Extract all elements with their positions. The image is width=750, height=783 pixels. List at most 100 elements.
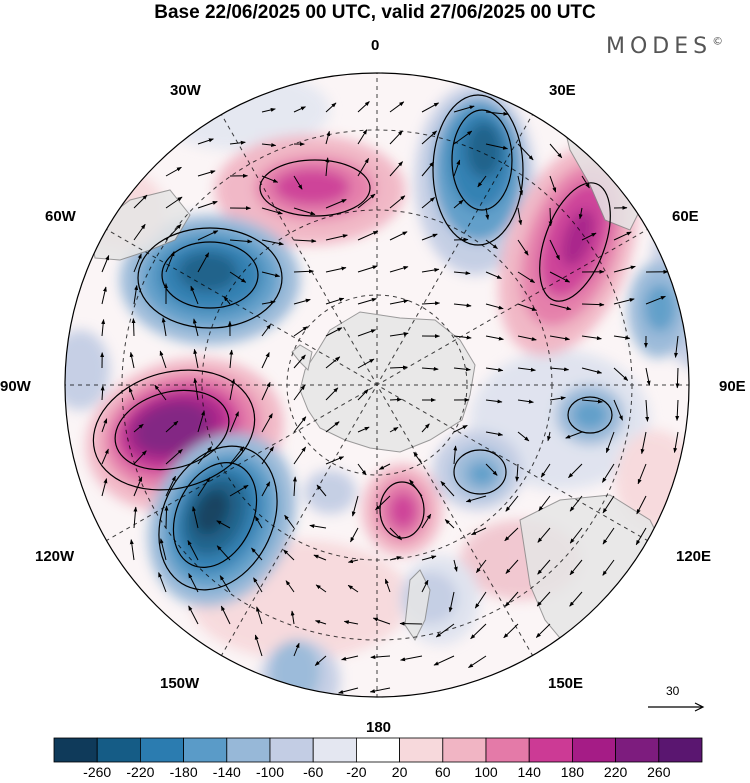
wind-vector <box>517 335 537 341</box>
wind-vector <box>293 106 306 113</box>
colorbar-tick-label: -20 <box>346 764 367 780</box>
colorbar-swatch <box>485 737 530 763</box>
wind-vector <box>453 271 471 276</box>
wind-vector <box>421 130 437 145</box>
wind-vector <box>637 463 647 485</box>
wind-vector <box>101 478 108 497</box>
wind-vector <box>505 559 519 574</box>
wind-vector <box>165 166 182 177</box>
wind-vector <box>129 351 135 369</box>
wind-vector <box>229 411 239 433</box>
wind-vector <box>453 559 458 572</box>
wind-vector <box>325 387 339 401</box>
wind-vector <box>485 431 504 437</box>
wind-vector <box>389 266 409 273</box>
wind-vector <box>293 416 307 433</box>
wind-vector <box>378 463 391 470</box>
wind-vector <box>254 515 263 529</box>
wind-vector <box>188 605 199 625</box>
neg-anomaly <box>304 470 356 514</box>
wind-vector <box>261 207 283 215</box>
wind-vector <box>251 547 263 561</box>
wind-vector <box>192 506 199 529</box>
contour <box>161 241 259 309</box>
wind-vector <box>389 130 403 145</box>
wind-vector <box>635 527 647 546</box>
colorbar-swatch <box>355 737 400 763</box>
wind-vector <box>197 446 212 465</box>
wind-vector <box>471 527 487 536</box>
wind-vector <box>581 335 602 341</box>
wind-vector <box>131 318 136 337</box>
wind-vector <box>549 303 572 311</box>
wind-vector <box>453 445 458 465</box>
wind-vector <box>133 194 148 209</box>
lon-label-0: 0 <box>371 37 380 54</box>
lon-label-120w: 120W <box>35 548 75 565</box>
wind-vector <box>538 495 551 512</box>
wind-vector <box>164 505 169 529</box>
wind-vector <box>370 655 391 660</box>
neg-anomaly <box>644 284 676 332</box>
wind-vector <box>256 606 263 625</box>
wind-vector <box>389 331 409 337</box>
wind-vector <box>440 481 455 497</box>
wind-vector <box>504 527 519 542</box>
colorbar-tick-label: -140 <box>212 764 241 780</box>
wind-vector <box>229 271 247 283</box>
wind-vector <box>578 207 583 220</box>
wind-vector <box>347 584 359 593</box>
colorbar-tick-label: -180 <box>169 764 198 780</box>
wind-vector <box>261 271 281 278</box>
colorbar-swatch <box>658 737 703 763</box>
neg-anomaly <box>466 122 502 178</box>
wind-vector <box>133 450 147 465</box>
colorbar-swatch <box>528 737 573 763</box>
contour <box>158 445 278 591</box>
colorbar-swatch <box>399 737 444 763</box>
wind-vector <box>161 317 167 337</box>
wind-vector <box>602 495 615 514</box>
wind-vector <box>315 620 327 625</box>
wind-vector <box>565 431 583 439</box>
wind-vector <box>315 584 327 593</box>
wind-vector <box>187 540 199 561</box>
lon-label-150e: 150E <box>548 675 584 692</box>
wind-vector <box>229 349 234 369</box>
wind-vector <box>229 484 249 497</box>
wind-vector <box>100 385 105 401</box>
contour <box>172 462 258 568</box>
wind-vector <box>357 389 369 401</box>
wind-vector <box>485 367 504 372</box>
wind-vector <box>453 237 469 242</box>
wind-vector <box>453 367 471 372</box>
wind-vector <box>640 431 647 455</box>
wind-vector <box>197 410 205 433</box>
wind-vector <box>389 195 406 209</box>
wind-vector <box>568 463 583 478</box>
wind-vector <box>421 423 430 433</box>
wind-vector <box>477 175 487 188</box>
colorbar-tick-label: 20 <box>391 764 408 780</box>
wind-vector <box>188 573 199 593</box>
wind-vector <box>444 519 455 529</box>
wind-vector <box>547 431 551 442</box>
meridian-60e-120w <box>103 227 651 543</box>
pos-anomaly <box>389 493 417 529</box>
wind-vector <box>285 580 295 593</box>
modes-logo: MODES© <box>606 34 729 59</box>
wind-vector <box>421 366 439 371</box>
colorbar-swatch <box>572 737 617 763</box>
wind-vector <box>517 175 524 196</box>
wind-vector <box>549 175 557 193</box>
wind-vector <box>613 367 629 381</box>
wind-vector <box>357 230 379 241</box>
wind-vector <box>613 265 636 273</box>
wind-vectors <box>100 101 680 694</box>
wind-vector <box>261 239 284 246</box>
wind-vector <box>536 591 551 607</box>
wind-vector <box>293 642 300 657</box>
colorbar-tick-label: 60 <box>435 764 451 780</box>
wind-vector <box>101 319 106 337</box>
wind-vector <box>569 591 583 607</box>
